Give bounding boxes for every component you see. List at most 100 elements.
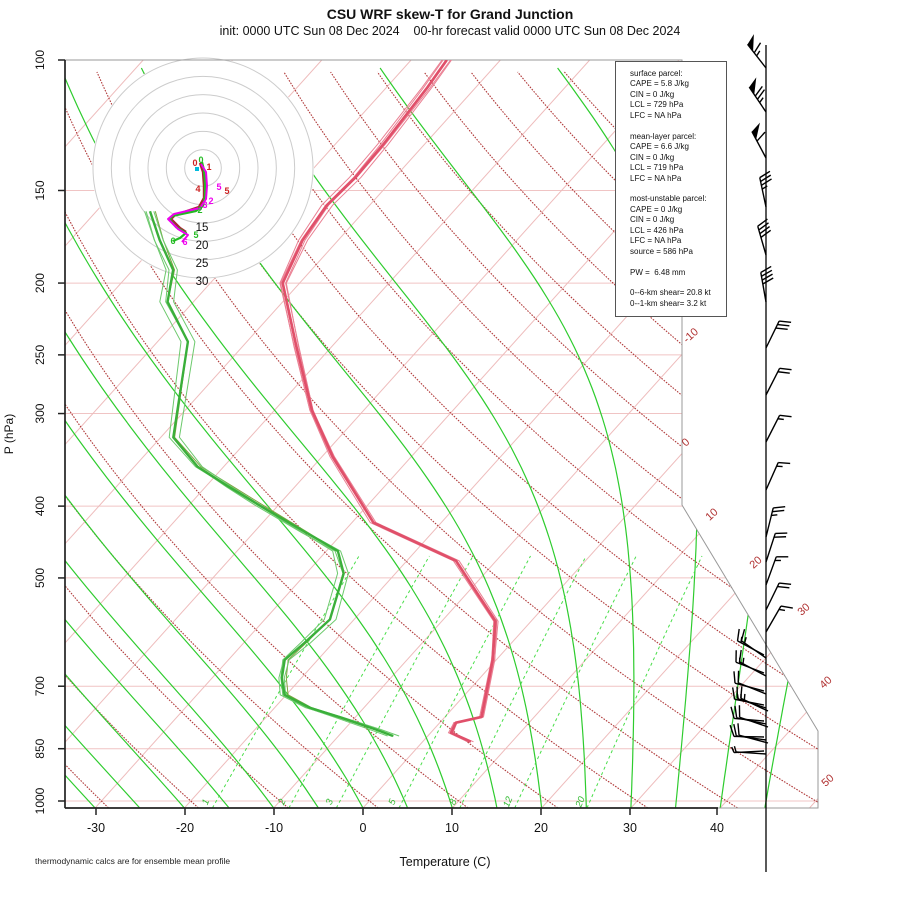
mixing-ratio-label: 20 [573,794,588,810]
parcel-info-line [630,278,722,288]
parcel-info-line: source = 586 hPa [630,246,693,256]
footnote-caption: thermodynamic calcs are for ensemble mea… [35,856,231,866]
wind-barbs [729,34,793,872]
wind-barb [736,628,765,656]
mixing-ratio-label: 12 [501,794,515,809]
p-tick-label: 400 [33,496,47,516]
isotherm-edge-label: 40 [817,674,834,691]
mixing-ratio-labels: 1 2 3 5 8 12 20 [200,794,588,810]
wind-barb [737,723,769,744]
hodograph-height-digit: 4 [195,184,200,194]
wind-barb [729,724,765,738]
wind-barb [735,650,765,674]
x-axis: -30 -20 -10 0 10 20 30 40 Temperature (C) [87,808,724,869]
p-tick-label: 250 [33,345,47,365]
p-tick-label: 1000 [33,787,47,814]
isotherm-edge-label: 10 [703,506,720,523]
parcel-info-line: CIN = 0 J/kg [630,152,675,162]
p-tick-label: 500 [33,568,47,588]
p-tick-label: 700 [33,676,47,696]
hodograph-ring-label: 20 [196,240,209,252]
parcel-info-line: most-unstable parcel: [630,194,707,204]
dewpoint-profile [144,210,400,738]
hodograph-height-digit: 2 [197,205,202,215]
hodograph-ring [110,75,296,261]
x-tick-label: 10 [445,821,459,835]
hodograph-height-digit: 0 [192,158,197,168]
hodograph-ring [92,57,314,279]
hodograph-ring-label: 15 [196,222,209,234]
mixing-ratio-label: 5 [387,797,399,807]
hodograph-height-digit: 3 [202,200,207,210]
parcel-info-box: surface parcel: CAPE = 5.8 J/kg CIN = 0 J/… [615,61,727,317]
hodograph-ring-label: 30 [196,276,209,288]
parcel-info-line: CAPE = 6.6 J/kg [630,142,689,152]
isotherm-edge-label: -10 [681,326,701,346]
wind-barb [751,122,767,159]
x-tick-label: 30 [623,821,637,835]
plot-frame [64,59,819,809]
wind-barb [760,265,774,303]
hodograph-height-digit: 5 [193,230,198,240]
wind-barb [765,367,792,396]
parcel-info-line: 0--6-km shear= 20.8 kt [630,288,711,298]
parcel-info-line [630,257,722,267]
hodograph-height-digit: 6 [182,237,187,247]
parcel-info-line: CAPE = 5.8 J/kg [630,79,689,89]
x-tick-label: 20 [534,821,548,835]
p-tick-label: 850 [33,738,47,758]
wind-barb [765,505,786,538]
x-tick-label: -20 [176,821,194,835]
parcel-info-line: LFC = NA hPa [630,110,682,120]
hodograph-ring-label: 25 [196,258,209,270]
isotherm-edge-label: 30 [795,601,812,618]
p-tick-label: 300 [33,403,47,423]
x-tick-label: 0 [360,821,367,835]
wind-barb [733,671,765,692]
hodograph-ring [129,94,277,242]
wind-barb [765,414,792,443]
wind-barb [765,320,792,349]
p-tick-label: 100 [33,50,47,70]
hodograph-height-digit: 1 [206,162,211,172]
x-tick-label: -10 [265,821,283,835]
parcel-info-line: CIN = 0 J/kg [630,89,675,99]
parcel-info-line [630,121,722,131]
wind-barb [765,532,788,563]
wind-barb [765,461,791,491]
temperature-profile [279,60,499,744]
mixing-ratio-label: 2 [276,797,289,808]
parcel-info-line: LCL = 729 hPa [630,100,684,110]
wind-barb [765,582,792,611]
parcel-info-line: LCL = 719 hPa [630,163,684,173]
wind-barb [738,705,769,728]
mixing-ratio-label: 8 [447,797,459,807]
p-tick-label: 200 [33,273,47,293]
x-axis-title: Temperature (C) [400,855,491,869]
y-axis-title: P (hPa) [2,414,16,454]
y-axis: 100 150 200 250 300 400 500 700 850 1000 P (hPa) [2,50,65,814]
parcel-info-line: CAPE = 0 J/kg [630,204,683,214]
wind-barb [757,218,772,256]
parcel-info-line: 0--1-km shear= 3.2 kt [630,298,707,308]
wind-barb [765,556,789,586]
parcel-info-line: mean-layer parcel: [630,131,697,141]
x-tick-label: -30 [87,821,105,835]
hodograph-height-digit: 5 [224,186,229,196]
hodograph-height-digit: 2 [208,196,213,206]
parcel-info-line: surface parcel: [630,69,683,78]
x-tick-label: 40 [710,821,724,835]
mixing-ratio-lines [211,555,703,808]
page-subtitle: init: 0000 UTC Sun 08 Dec 2024 00-hr for… [219,24,681,38]
wind-barb [759,170,772,208]
hodograph-height-digit: 0 [198,155,203,165]
mixing-ratio-label: 1 [200,798,212,807]
parcel-info-line: CIN = 0 J/kg [630,215,675,225]
page-title: CSU WRF skew-T for Grand Junction [326,6,574,22]
wind-barb [748,77,767,113]
wind-barb [730,706,765,722]
